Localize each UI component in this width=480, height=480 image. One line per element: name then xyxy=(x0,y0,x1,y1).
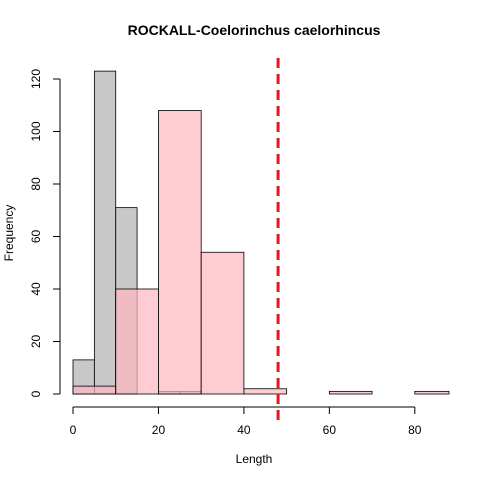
histogram-bar xyxy=(414,390,450,395)
histogram-bar xyxy=(243,388,288,395)
x-tick-label: 0 xyxy=(70,423,77,437)
x-tick-label: 60 xyxy=(323,423,337,437)
y-tick-label: 60 xyxy=(29,230,43,244)
y-tick-label: 80 xyxy=(29,177,43,191)
histogram-bar xyxy=(200,251,245,395)
x-tick-label: 80 xyxy=(408,423,422,437)
y-tick-label: 100 xyxy=(29,121,43,141)
histogram-bar xyxy=(328,390,373,395)
axes-layer: 0 20 40 60 80 0 20 40 60 80 100 120 xyxy=(29,69,422,437)
x-tick-label: 20 xyxy=(152,423,166,437)
chart-title: ROCKALL-Coelorinchus caelorhincus xyxy=(128,22,381,38)
y-tick-label: 0 xyxy=(29,390,43,397)
bars-layer xyxy=(72,70,450,395)
histogram-bar xyxy=(115,288,159,395)
y-tick-label: 120 xyxy=(29,69,43,89)
y-axis-label: Frequency xyxy=(2,205,16,262)
y-tick-label: 20 xyxy=(29,335,43,349)
histogram-bar xyxy=(93,70,117,395)
histogram-bar xyxy=(158,110,202,395)
y-tick-label: 40 xyxy=(29,282,43,296)
x-tick-label: 40 xyxy=(237,423,251,437)
histogram-bar xyxy=(72,385,117,395)
x-axis-label: Length xyxy=(236,452,273,466)
